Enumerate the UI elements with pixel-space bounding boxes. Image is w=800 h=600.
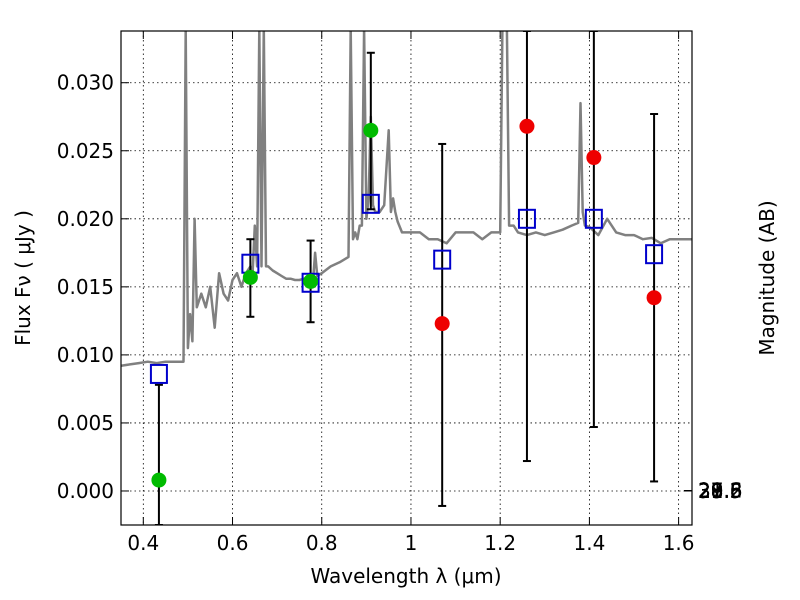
model-square-marker xyxy=(361,193,380,214)
y2-tick-label: 31 xyxy=(698,479,723,503)
x-axis-title: Wavelength λ (μm) xyxy=(310,564,501,588)
y-tick-label: 0.015 xyxy=(57,275,114,299)
red-circle-marker xyxy=(519,118,535,134)
model-square-marker xyxy=(433,249,452,270)
model-square-marker xyxy=(301,272,320,293)
x-tick-label: 0.6 xyxy=(217,531,249,555)
y-tick-label: 0.010 xyxy=(57,343,114,367)
marker-layer xyxy=(149,118,664,488)
x-tick-label: 1.4 xyxy=(573,531,605,555)
red-circle-marker xyxy=(646,290,662,306)
y2-tick-label: 27.8 xyxy=(698,479,743,503)
errorbar-layer xyxy=(154,31,659,525)
plot-frame xyxy=(120,30,693,526)
red-circle-marker xyxy=(434,316,450,332)
y2-tick-label: 28.5 xyxy=(698,479,743,503)
red-circle-marker xyxy=(586,150,602,166)
green-circle-marker xyxy=(151,472,167,488)
y-axis-title: Flux Fν ( μJy ) xyxy=(11,210,35,346)
spectrum-layer xyxy=(121,31,692,368)
y-tick-label: 0.020 xyxy=(57,207,114,231)
y2-tick-label: 28 xyxy=(698,479,723,503)
y2-tick-label: 29.5 xyxy=(698,479,743,503)
model-square-marker xyxy=(584,208,603,229)
y2-tick-label: 30 xyxy=(698,479,723,503)
x-tick-label: 1 xyxy=(405,531,418,555)
y2-axis-title: Magnitude (AB) xyxy=(755,200,779,355)
model-square-marker xyxy=(149,363,168,384)
model-square-marker xyxy=(645,244,664,265)
green-circle-marker xyxy=(303,273,319,289)
x-tick-label: 1.6 xyxy=(663,531,695,555)
grid-lines xyxy=(121,31,692,525)
y2-tick-label: 27.6 xyxy=(698,479,743,503)
green-circle-marker xyxy=(242,269,258,285)
x-tick-label: 1.2 xyxy=(484,531,516,555)
y2-tick-label: 28.2 xyxy=(698,479,743,503)
spectrum-line xyxy=(121,31,692,368)
y2-tick-label: 29 xyxy=(698,479,723,503)
x-tick-label: 0.4 xyxy=(127,531,159,555)
y-tick-label: 0.030 xyxy=(57,71,114,95)
y-tick-label: 0.025 xyxy=(57,139,114,163)
y-tick-label: 0.000 xyxy=(57,479,114,503)
y-tick-label: 0.005 xyxy=(57,411,114,435)
model-square-marker xyxy=(517,208,536,229)
tick-layer: 0.4 0.6 0.8 1 1.2 1.4 1.6 0.000 0.005 0.010 0.015 0… xyxy=(57,31,743,555)
green-circle-marker xyxy=(363,122,379,138)
x-tick-label: 0.8 xyxy=(306,531,338,555)
